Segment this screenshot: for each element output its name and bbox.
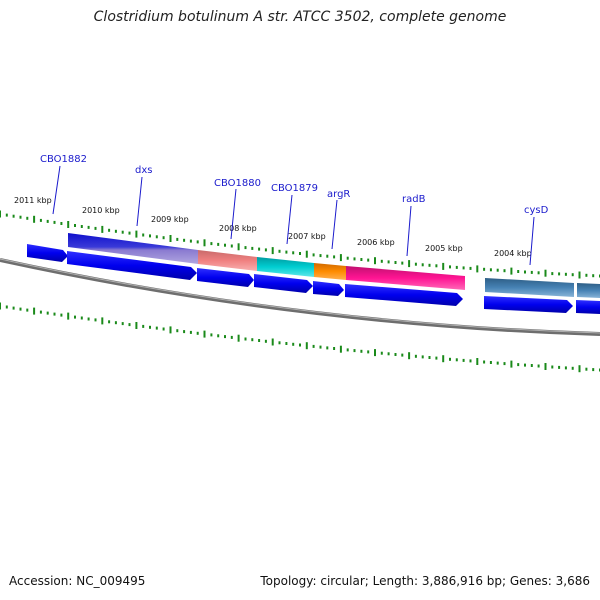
gene-cysD-part1[interactable] <box>485 278 574 297</box>
gene-CBO1879[interactable] <box>257 257 314 277</box>
scale-label-2011: 2011 kbp <box>14 196 52 205</box>
cds-arrow[interactable] <box>254 274 313 293</box>
scale-ticks-lower <box>0 302 600 373</box>
label-leader <box>230 188 237 240</box>
genome-title: Clostridium botulinum A str. ATCC 3502, … <box>93 9 507 25</box>
label-leader <box>406 205 412 257</box>
label-leader <box>136 176 143 227</box>
cds-arrow[interactable] <box>313 281 344 296</box>
scale-label-2007: 2007 kbp <box>288 232 326 241</box>
gene-CBO1880[interactable] <box>198 250 257 271</box>
cds-arrow[interactable] <box>484 296 573 313</box>
cds-arrow[interactable] <box>27 244 68 262</box>
accession-text: Accession: NC_009495 <box>9 574 146 588</box>
gene-label-cysD[interactable]: cysD <box>524 205 549 216</box>
cds-arrow[interactable] <box>576 300 600 314</box>
label-leader <box>529 216 535 266</box>
gene-argR[interactable] <box>314 263 346 280</box>
gene-label-argR[interactable]: argR <box>327 189 350 200</box>
gene-track-upper <box>68 233 600 298</box>
gene-label-radB[interactable]: radB <box>402 194 426 205</box>
gene-label-CBO1879[interactable]: CBO1879 <box>271 183 318 194</box>
cds-arrow[interactable] <box>197 268 254 287</box>
gene-label-CBO1880[interactable]: CBO1880 <box>214 178 261 189</box>
label-leader <box>52 165 61 215</box>
cds-arrow[interactable] <box>345 284 463 306</box>
scale-ticks-upper <box>0 210 600 279</box>
scale-label-2010: 2010 kbp <box>82 206 120 215</box>
scale-label-2005: 2005 kbp <box>425 244 463 253</box>
gene-label-dxs[interactable]: dxs <box>135 165 152 176</box>
cds-arrow[interactable] <box>67 251 197 280</box>
label-leader <box>331 199 338 250</box>
gene-dxs[interactable] <box>68 233 198 264</box>
genome-backbone <box>0 258 600 336</box>
scale-labels: 2011 kbp 2010 kbp 2009 kbp 2008 kbp 2007… <box>14 196 532 258</box>
scale-label-2009: 2009 kbp <box>151 215 189 224</box>
scale-label-2006: 2006 kbp <box>357 238 395 247</box>
gene-label-CBO1882[interactable]: CBO1882 <box>40 154 87 165</box>
genome-backbone-highlight <box>0 258 600 334</box>
gene-radB[interactable] <box>346 266 465 290</box>
scale-label-2004: 2004 kbp <box>494 249 532 258</box>
genome-summary-text: Topology: circular; Length: 3,886,916 bp… <box>260 574 590 588</box>
gene-cysD-part2[interactable] <box>577 283 600 298</box>
scale-label-2008: 2008 kbp <box>219 224 257 233</box>
cds-track <box>27 244 600 314</box>
label-leader <box>286 194 293 245</box>
gene-labels: CBO1882 dxs CBO1880 CBO1879 argR radB cy… <box>40 154 549 266</box>
